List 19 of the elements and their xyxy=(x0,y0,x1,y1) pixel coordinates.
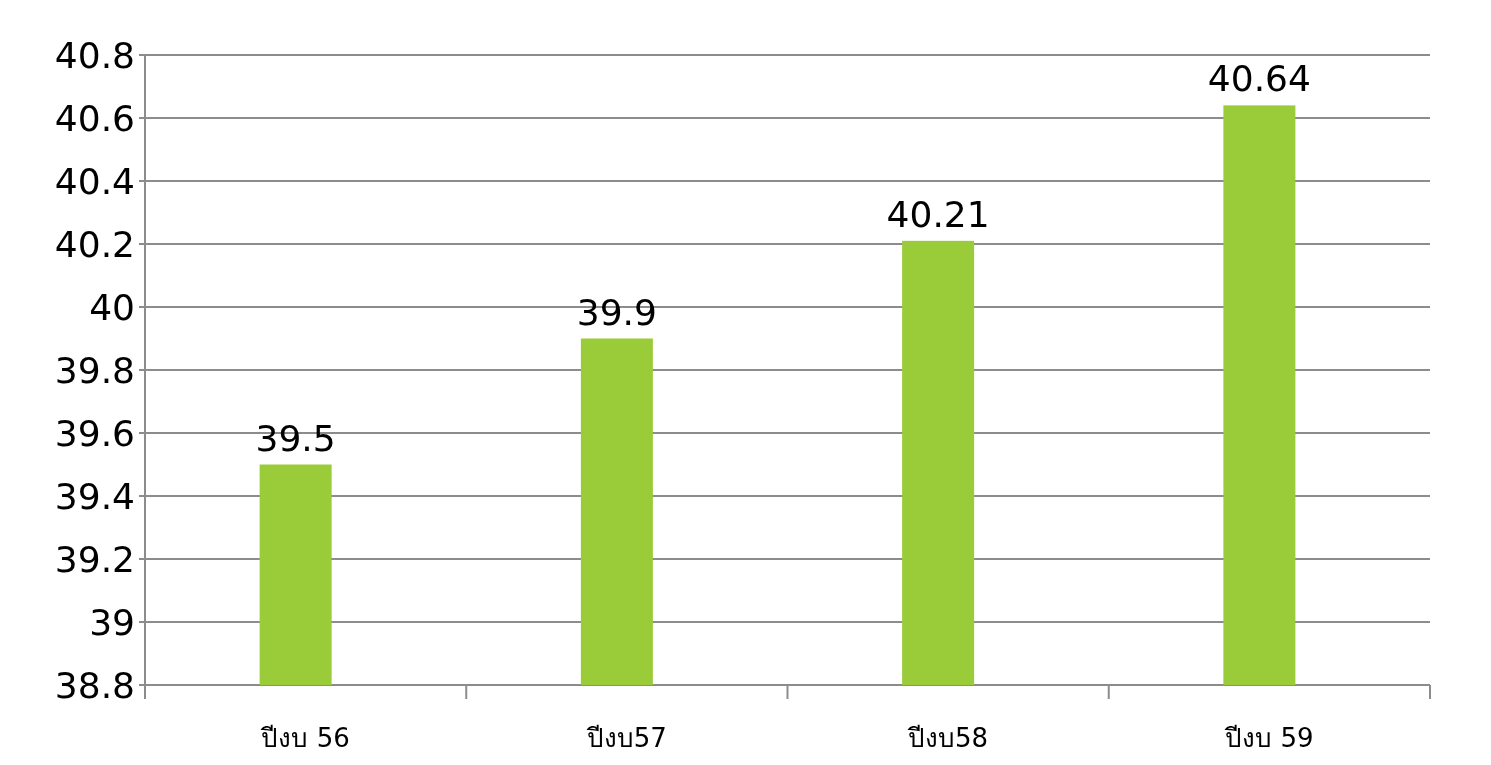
data-label: 40.64 xyxy=(1207,58,1311,100)
y-tick-label: 39.8 xyxy=(54,349,135,391)
x-tick-label: ปีงบ 59 xyxy=(1224,723,1314,753)
y-tick-label: 38.8 xyxy=(54,664,135,706)
y-tick-label: 39.4 xyxy=(54,475,135,517)
x-tick-label: ปีงบ 56 xyxy=(260,723,350,753)
data-label: 39.9 xyxy=(576,291,657,333)
x-tick-label: ปีงบ58 xyxy=(907,723,989,753)
y-tick-label: 40.8 xyxy=(54,34,135,76)
data-label: 40.21 xyxy=(886,193,990,235)
y-tick-label: 40.6 xyxy=(54,97,135,139)
y-tick-label: 39 xyxy=(89,601,135,643)
y-tick-label: 39.6 xyxy=(54,412,135,454)
y-tick-label: 40.2 xyxy=(54,223,135,265)
y-tick-label: 40.4 xyxy=(54,160,135,202)
data-label: 39.5 xyxy=(255,417,336,459)
x-tick-label: ปีงบ57 xyxy=(585,723,667,753)
y-tick-label: 39.2 xyxy=(54,538,135,580)
y-tick-label: 40 xyxy=(89,286,135,328)
